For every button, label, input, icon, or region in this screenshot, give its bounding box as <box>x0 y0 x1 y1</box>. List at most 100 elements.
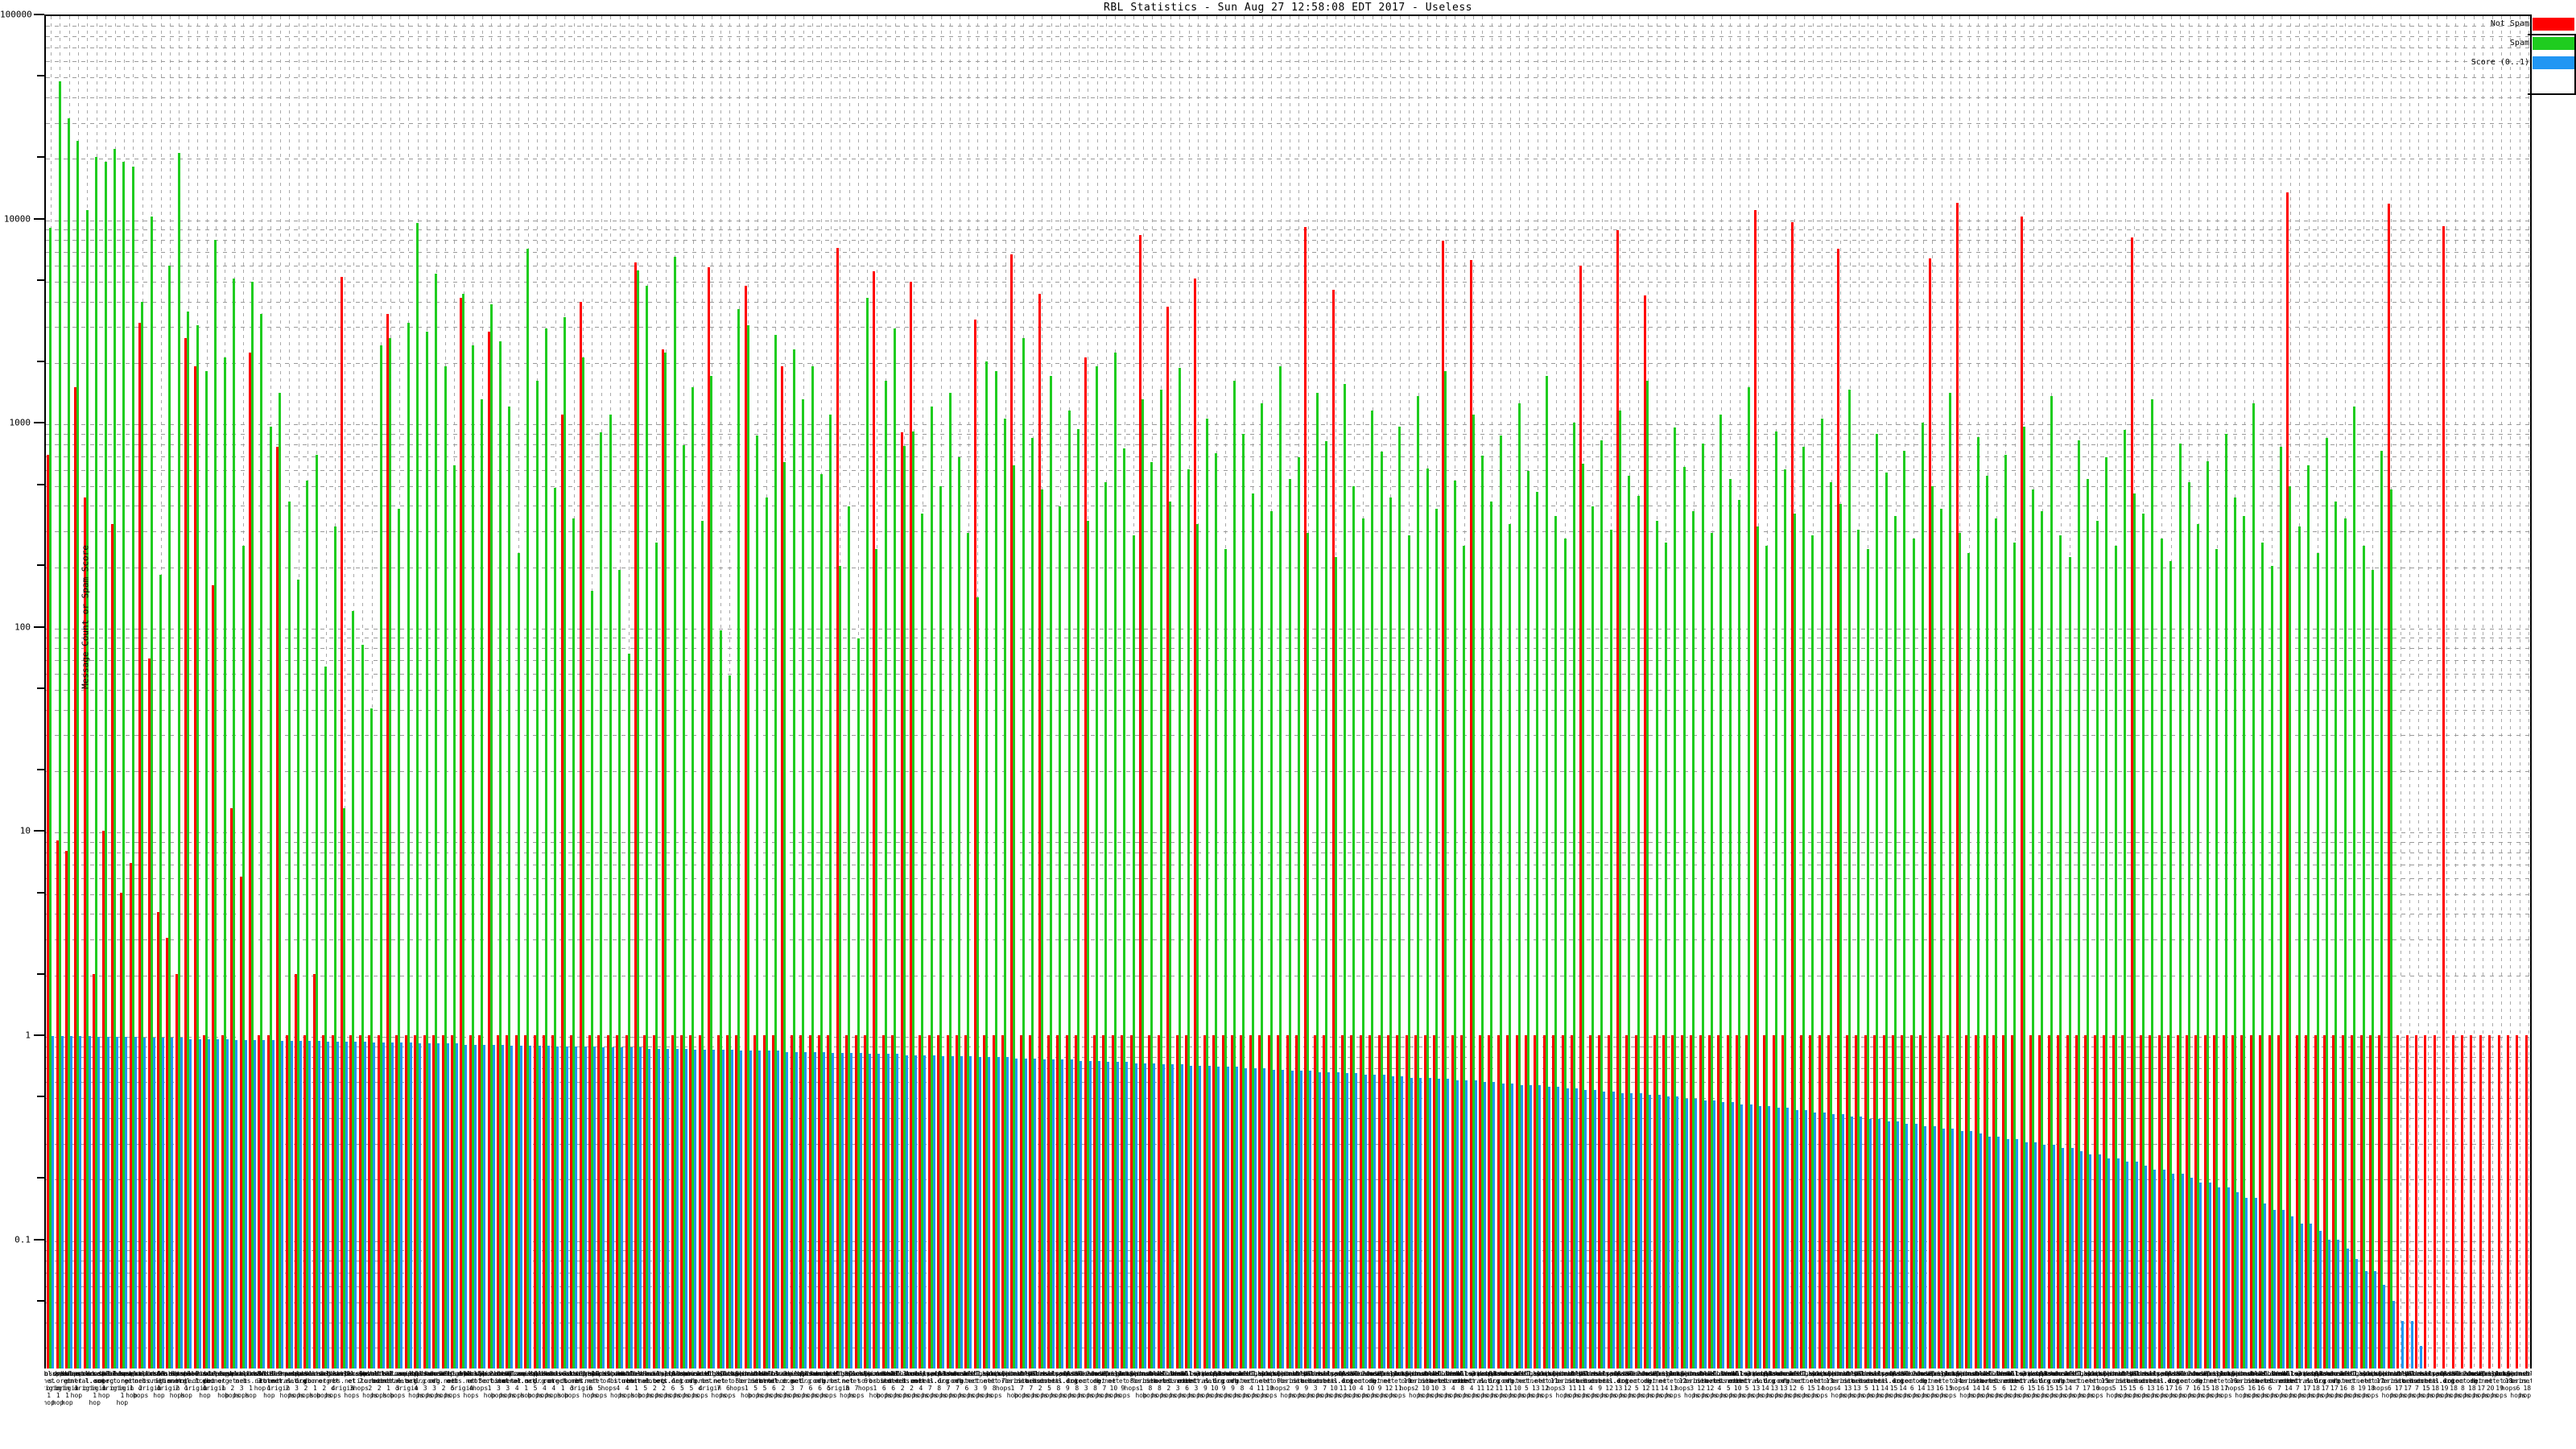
bar-group[interactable] <box>1644 16 1652 1368</box>
bar-group[interactable] <box>514 16 522 1368</box>
bar-group[interactable] <box>2442 16 2450 1368</box>
bar-group[interactable] <box>2424 16 2431 1368</box>
bar-group[interactable] <box>1909 16 1918 1368</box>
bar-group[interactable] <box>2405 16 2413 1368</box>
bar-group[interactable] <box>2268 16 2276 1368</box>
bar-group[interactable] <box>2332 16 2340 1368</box>
legend-item-score[interactable]: Score (0..1) <box>2415 56 2576 71</box>
bar-group[interactable] <box>258 16 266 1368</box>
bar-group[interactable] <box>1121 16 1129 1368</box>
bar-group[interactable] <box>1736 16 1744 1368</box>
bar-group[interactable] <box>762 16 770 1368</box>
bar-group[interactable] <box>1598 16 1606 1368</box>
bar-group[interactable] <box>2524 16 2532 1368</box>
bar-group[interactable] <box>203 16 211 1368</box>
bar-group[interactable] <box>1056 16 1064 1368</box>
bar-group[interactable] <box>1946 16 1955 1368</box>
bar-group[interactable] <box>138 16 147 1368</box>
bar-group[interactable] <box>817 16 825 1368</box>
bar-group[interactable] <box>1194 16 1202 1368</box>
bar-group[interactable] <box>616 16 624 1368</box>
bar-group[interactable] <box>1772 16 1780 1368</box>
bar-group[interactable] <box>506 16 514 1368</box>
bar-group[interactable] <box>1286 16 1294 1368</box>
bar-group[interactable] <box>2194 16 2202 1368</box>
bar-group[interactable] <box>606 16 614 1368</box>
bar-group[interactable] <box>910 16 917 1368</box>
bar-group[interactable] <box>2359 16 2368 1368</box>
bar-group[interactable] <box>147 16 155 1368</box>
bar-group[interactable] <box>1460 16 1468 1368</box>
bar-group[interactable] <box>101 16 109 1368</box>
bar-group[interactable] <box>1607 16 1615 1368</box>
bar-group[interactable] <box>744 16 752 1368</box>
bar-group[interactable] <box>2259 16 2267 1368</box>
bar-group[interactable] <box>56 16 64 1368</box>
bar-group[interactable] <box>2047 16 2055 1368</box>
bar-group[interactable] <box>2295 16 2303 1368</box>
bar-group[interactable] <box>1129 16 1137 1368</box>
bar-group[interactable] <box>1542 16 1550 1368</box>
bar-group[interactable] <box>1809 16 1817 1368</box>
bar-group[interactable] <box>799 16 807 1368</box>
bar-group[interactable] <box>1396 16 1404 1368</box>
bar-group[interactable] <box>1047 16 1055 1368</box>
bar-group[interactable] <box>560 16 568 1368</box>
bar-group[interactable] <box>2479 16 2487 1368</box>
bar-group[interactable] <box>881 16 890 1368</box>
bar-group[interactable] <box>1377 16 1385 1368</box>
bar-group[interactable] <box>1019 16 1027 1368</box>
bar-group[interactable] <box>1938 16 1946 1368</box>
bar-group[interactable] <box>2368 16 2376 1368</box>
bar-group[interactable] <box>2305 16 2313 1368</box>
bar-group[interactable] <box>845 16 853 1368</box>
bar-group[interactable] <box>946 16 954 1368</box>
bar-group[interactable] <box>1836 16 1844 1368</box>
bar-group[interactable] <box>322 16 330 1368</box>
bar-group[interactable] <box>1846 16 1854 1368</box>
bar-group[interactable] <box>2176 16 2184 1368</box>
bar-group[interactable] <box>295 16 303 1368</box>
bar-group[interactable] <box>708 16 716 1368</box>
bar-group[interactable] <box>735 16 743 1368</box>
bar-group[interactable] <box>973 16 981 1368</box>
bar-group[interactable] <box>689 16 697 1368</box>
bar-group[interactable] <box>597 16 605 1368</box>
bar-group[interactable] <box>1478 16 1486 1368</box>
bar-group[interactable] <box>2057 16 2065 1368</box>
bar-group[interactable] <box>1790 16 1798 1368</box>
bar-group[interactable] <box>2286 16 2294 1368</box>
bar-group[interactable] <box>790 16 798 1368</box>
bar-group[interactable] <box>662 16 670 1368</box>
bar-group[interactable] <box>2130 16 2138 1368</box>
bar-group[interactable] <box>1763 16 1771 1368</box>
bar-group[interactable] <box>643 16 651 1368</box>
bar-group[interactable] <box>524 16 532 1368</box>
bar-group[interactable] <box>1432 16 1440 1368</box>
bar-group[interactable] <box>634 16 642 1368</box>
bar-group[interactable] <box>1442 16 1450 1368</box>
bar-group[interactable] <box>276 16 284 1368</box>
bar-group[interactable] <box>1984 16 1992 1368</box>
bar-group[interactable] <box>570 16 578 1368</box>
bar-group[interactable] <box>864 16 871 1368</box>
bar-group[interactable] <box>193 16 201 1368</box>
bar-group[interactable] <box>854 16 862 1368</box>
bar-group[interactable] <box>175 16 183 1368</box>
bar-group[interactable] <box>1699 16 1707 1368</box>
bar-group[interactable] <box>1323 16 1331 1368</box>
bar-group[interactable] <box>1965 16 1973 1368</box>
bar-group[interactable] <box>1515 16 1523 1368</box>
bar-group[interactable] <box>1203 16 1211 1368</box>
bar-group[interactable] <box>671 16 679 1368</box>
bar-group[interactable] <box>1892 16 1900 1368</box>
bar-group[interactable] <box>698 16 706 1368</box>
bar-group[interactable] <box>404 16 412 1368</box>
bar-group[interactable] <box>1084 16 1092 1368</box>
bar-group[interactable] <box>1717 16 1725 1368</box>
bar-group[interactable] <box>1653 16 1661 1368</box>
bar-group[interactable] <box>1919 16 1927 1368</box>
bar-group[interactable] <box>74 16 82 1368</box>
bar-group[interactable] <box>1901 16 1909 1368</box>
bar-group[interactable] <box>625 16 633 1368</box>
